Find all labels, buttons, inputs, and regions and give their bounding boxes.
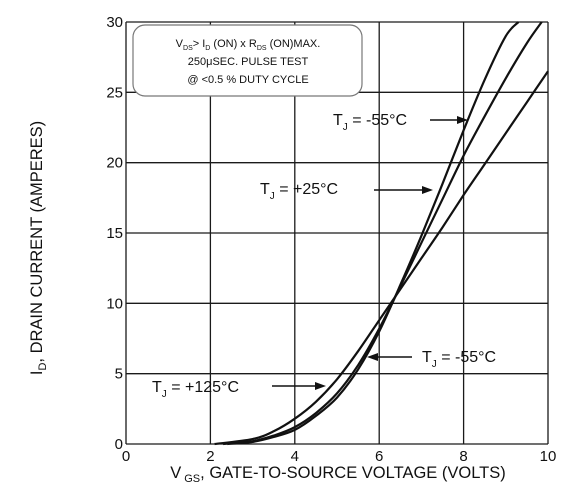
- series-curves: [214, 21, 549, 446]
- series-tj-plus125: [214, 70, 549, 446]
- x-axis-label: V GS, GATE-TO-SOURCE VOLTAGE (VOLTS): [170, 464, 506, 485]
- series-tj-plus25: [222, 21, 543, 446]
- y-tick-label-30: 30: [106, 14, 123, 31]
- series-tj-minus55: [227, 21, 520, 446]
- y-tick-label-15: 15: [106, 225, 123, 242]
- arrowhead: [367, 353, 378, 361]
- annotation-label: TJ = +25°C: [260, 181, 338, 202]
- arrowhead: [457, 116, 468, 124]
- annotation-label: TJ = +125°C: [152, 379, 239, 400]
- y-tick-label-0: 0: [115, 436, 123, 453]
- annotation-tj-plus25: TJ = +25°C: [260, 181, 433, 202]
- y-axis-label: ID, DRAIN CURRENT (AMPERES): [28, 121, 49, 375]
- annotation-tj-minus55-upper: TJ = -55°C: [333, 112, 468, 133]
- arrowhead: [315, 382, 326, 390]
- note-line-1: VDS> ID (ON) x RDS (ON)MAX.: [176, 38, 321, 52]
- y-tick-label-20: 20: [106, 155, 123, 172]
- test-conditions-note: VDS> ID (ON) x RDS (ON)MAX. 250μSEC. PUL…: [132, 24, 363, 97]
- x-tick-labels: 0 2 4 6 8 10: [122, 448, 557, 465]
- y-tick-label-5: 5: [115, 366, 123, 383]
- arrowhead: [422, 186, 433, 194]
- note-line-3: @ <0.5 % DUTY CYCLE: [187, 74, 308, 86]
- note-box: [132, 24, 363, 97]
- annotation-label: TJ = -55°C: [422, 349, 496, 370]
- annotation-label: TJ = -55°C: [333, 112, 407, 133]
- y-tick-label-10: 10: [106, 295, 123, 312]
- note-line-2: 250μSEC. PULSE TEST: [188, 56, 309, 68]
- annotation-tj-plus125: TJ = +125°C: [152, 379, 326, 400]
- x-tick-label-10: 10: [540, 448, 557, 465]
- x-tick-label-8: 8: [459, 448, 467, 465]
- x-tick-label-0: 0: [122, 448, 130, 465]
- y-tick-label-25: 25: [106, 84, 123, 101]
- x-tick-label-4: 4: [291, 448, 299, 465]
- annotation-tj-minus55-lower: TJ = -55°C: [367, 349, 496, 370]
- x-tick-label-6: 6: [375, 448, 383, 465]
- x-tick-label-2: 2: [206, 448, 214, 465]
- y-tick-labels: 0 5 10 15 20 25 30: [106, 14, 123, 453]
